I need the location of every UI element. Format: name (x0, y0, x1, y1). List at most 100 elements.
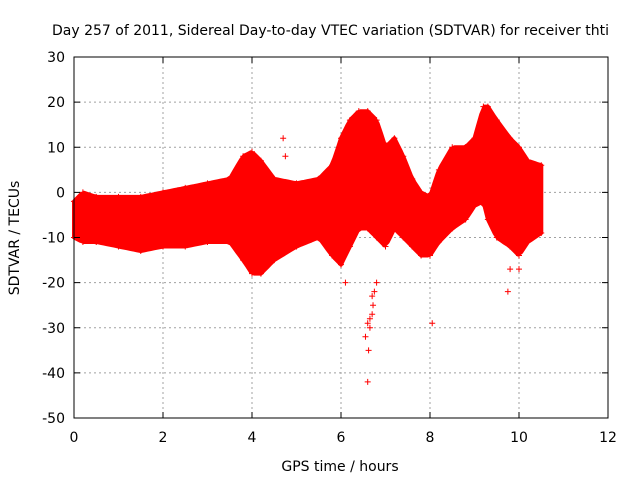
lower-envelope-point (137, 248, 144, 255)
lower-envelope-point (329, 252, 336, 259)
lower-envelope-point (115, 243, 122, 250)
upper-envelope-point (449, 144, 456, 151)
x-tick-label: 4 (248, 430, 257, 446)
upper-envelope-point (516, 144, 522, 151)
x-tick-label: 0 (70, 430, 79, 446)
upper-envelope-point (355, 108, 362, 115)
lower-envelope-point (271, 257, 278, 264)
lower-envelope-point (480, 198, 487, 205)
outlier-point (369, 311, 376, 318)
y-tick-label: 0 (56, 185, 65, 201)
y-tick-label: 20 (47, 95, 65, 111)
lower-envelope-point (373, 234, 380, 241)
y-tick-label: -50 (42, 411, 65, 427)
upper-envelope-point (271, 175, 278, 182)
upper-envelope-point (538, 162, 545, 169)
upper-envelope-point (427, 193, 433, 200)
lower-envelope-point (364, 225, 371, 232)
upper-envelope-point (240, 153, 247, 160)
outlier-point (342, 279, 349, 286)
upper-envelope-point (484, 103, 491, 110)
x-tick-label: 6 (337, 430, 346, 446)
outlier-point (362, 333, 369, 340)
upper-envelope-point (329, 162, 336, 169)
y-axis-label: SDTVAR / TECUs (7, 181, 23, 296)
data-band (72, 104, 544, 276)
upper-envelope-point (346, 117, 353, 124)
upper-envelope-point (462, 144, 469, 151)
x-tick-label: 10 (510, 430, 528, 446)
outlier-point (516, 266, 522, 273)
upper-envelope-point (507, 135, 514, 142)
outlier-point (280, 135, 287, 142)
upper-envelope-point (391, 135, 398, 142)
lower-envelope-point (315, 234, 322, 241)
lower-envelope-point (204, 239, 211, 246)
outlier-point (366, 324, 373, 331)
upper-envelope-point (435, 166, 442, 173)
outlier-point (370, 302, 377, 309)
x-tick-label: 8 (426, 430, 435, 446)
upper-envelope-point (257, 157, 264, 164)
upper-envelope-point (418, 189, 425, 196)
lower-envelope-point (391, 225, 398, 232)
x-tick-label: 12 (599, 430, 617, 446)
lower-envelope-point (435, 239, 442, 246)
upper-envelope-point (373, 117, 380, 124)
lower-envelope-point (257, 270, 264, 277)
y-tick-label: -30 (42, 321, 65, 337)
y-tick-label: -40 (42, 366, 65, 382)
upper-envelope-point (115, 193, 122, 200)
lower-envelope-point (507, 243, 514, 250)
lower-envelope-point (516, 252, 522, 259)
upper-envelope-point (382, 144, 389, 151)
lower-envelope-point (79, 239, 86, 246)
outlier-point (373, 279, 380, 286)
outlier-point (429, 320, 436, 327)
lower-envelope-point (418, 252, 425, 259)
x-axis-label: GPS time / hours (281, 459, 398, 475)
lower-envelope-point (382, 243, 389, 250)
lower-envelope-point (409, 243, 416, 250)
upper-envelope-point (524, 157, 531, 164)
lower-envelope-point (538, 229, 545, 236)
y-tick-label: 10 (47, 140, 65, 156)
lower-envelope-point (338, 261, 344, 268)
upper-envelope-point (293, 180, 300, 187)
upper-envelope-point (160, 189, 166, 196)
upper-envelope-point (409, 175, 416, 182)
upper-envelope-point (493, 117, 500, 124)
outlier-point (371, 288, 378, 295)
outlier-point (282, 153, 289, 160)
lower-envelope-point (346, 243, 353, 250)
lower-envelope-point (160, 243, 166, 250)
axis-ticks: 0 2 4 6 8 10 12 -50 -40 -30 -20 -10 0 10 20 30 (42, 50, 617, 446)
upper-envelope-point (137, 193, 144, 200)
outlier-point (364, 320, 371, 327)
y-tick-label: 30 (47, 50, 65, 66)
lower-envelope-point (226, 239, 233, 246)
upper-envelope-point (182, 184, 189, 191)
lower-envelope-point (462, 216, 469, 223)
upper-envelope-point (93, 193, 100, 200)
lower-envelope-point (249, 270, 255, 277)
outlier-point (504, 288, 511, 295)
outlier-point (369, 293, 376, 300)
lower-envelope-point (493, 234, 500, 241)
upper-envelope-point (364, 108, 371, 115)
lower-envelope-point (427, 252, 433, 259)
lower-envelope-point (240, 257, 247, 264)
lower-envelope-point (471, 202, 478, 209)
data-points (71, 103, 545, 385)
lower-envelope-point (484, 216, 491, 223)
outlier-point (507, 266, 514, 273)
lower-envelope-point (449, 225, 456, 232)
y-tick-label: -10 (42, 231, 65, 247)
upper-envelope-point (79, 189, 86, 196)
upper-envelope-point (204, 180, 211, 187)
outlier-point (364, 378, 371, 385)
y-tick-label: -20 (42, 276, 65, 292)
lower-envelope-point (182, 243, 189, 250)
upper-envelope-point (471, 135, 478, 142)
